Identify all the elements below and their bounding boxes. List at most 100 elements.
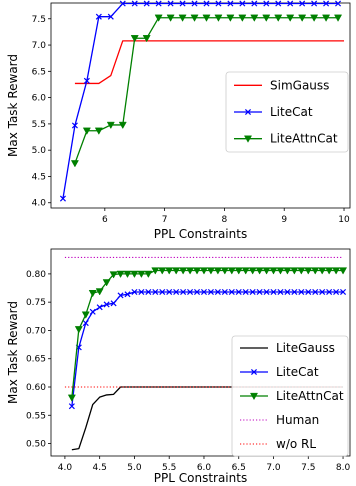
- data-point-liteattncat: [95, 288, 104, 296]
- data-point-liteattncat: [220, 267, 229, 275]
- data-point-litecat: [179, 0, 186, 7]
- data-point-litecat: [235, 288, 242, 296]
- data-point-liteattncat: [144, 270, 153, 278]
- data-point-litecat: [263, 0, 270, 7]
- y-tick-label: 0.80: [26, 270, 46, 280]
- data-point-liteattncat: [290, 267, 299, 275]
- x-tick-label: 7.5: [301, 463, 315, 473]
- data-point-litecat: [291, 288, 298, 296]
- data-point-litecat: [251, 0, 258, 7]
- data-point-litecat: [173, 288, 180, 296]
- legend-box: [225, 71, 349, 153]
- y-tick-label: 6.0: [32, 94, 47, 104]
- data-point-litecat: [256, 288, 263, 296]
- data-point-litecat: [333, 288, 340, 296]
- data-point-liteattncat: [255, 267, 264, 275]
- data-point-litecat: [242, 288, 249, 296]
- data-point-litecat: [221, 288, 228, 296]
- legend-box: [231, 335, 349, 457]
- y-tick-label: 0.65: [26, 355, 46, 365]
- data-point-litecat: [145, 288, 152, 296]
- data-point-liteattncat: [311, 267, 320, 275]
- data-point-liteattncat: [206, 267, 215, 275]
- data-point-litecat: [68, 403, 75, 410]
- data-point-liteattncat: [179, 267, 188, 275]
- data-point-liteattncat: [298, 14, 307, 22]
- data-point-litecat: [180, 288, 187, 296]
- x-tick-label: 7: [162, 215, 168, 225]
- data-point-liteattncat: [318, 267, 327, 275]
- y-tick-label: 7.5: [32, 15, 46, 25]
- x-tick-label: 8.0: [336, 463, 351, 473]
- data-point-litecat: [124, 291, 131, 298]
- data-point-liteattncat: [123, 270, 132, 278]
- chart-2: 4.0 4.5 5.0 5.5 6.0 6.5 7.0 7.5 8.0 0.50 0.55 0.60 0…: [6, 248, 351, 485]
- data-point-litecat: [83, 77, 90, 84]
- legend-marker-liteattncat: [243, 135, 253, 143]
- data-point-liteattncat: [339, 267, 348, 275]
- data-point-liteattncat: [283, 267, 292, 275]
- data-point-litecat: [305, 288, 312, 296]
- legend-label-human: Human: [276, 413, 319, 427]
- data-point-litecat: [193, 288, 201, 296]
- x-tick-label: 10: [338, 215, 350, 225]
- legend-marker-liteattncat: [249, 392, 259, 401]
- legend-label-liteattncat: LiteAttnCat: [276, 389, 344, 403]
- x-axis-label: PPL Constraints: [154, 227, 247, 241]
- legend: SimGauss LiteCat LiteAttnCat: [225, 71, 349, 153]
- legend-label-litecat: LiteCat: [270, 105, 313, 119]
- data-point-liteattncat: [142, 35, 151, 43]
- data-point-litecat: [270, 288, 277, 296]
- data-point-litecat: [323, 0, 330, 7]
- legend-label-w-o-rl: w/o RL: [276, 437, 316, 451]
- data-point-litecat: [95, 13, 102, 20]
- data-point-liteattncat: [118, 121, 127, 130]
- y-tick-label: 0.55: [26, 411, 46, 421]
- x-tick-label: 9: [281, 215, 287, 225]
- data-point-liteattncat: [82, 127, 91, 135]
- data-point-litecat: [103, 301, 110, 308]
- data-point-litecat: [312, 288, 319, 296]
- series-simgauss: [74, 40, 345, 85]
- data-point-litecat: [96, 304, 103, 311]
- data-point-liteattncat: [250, 14, 259, 22]
- data-point-liteattncat: [286, 14, 295, 22]
- data-point-liteattncat: [238, 14, 247, 22]
- series-line-litecat: [62, 2, 339, 199]
- data-point-litecat: [277, 288, 284, 296]
- data-point-liteattncat: [334, 14, 343, 22]
- y-tick-label: 7.0: [32, 41, 47, 51]
- data-point-litecat: [159, 288, 166, 296]
- x-axis-label: PPL Constraints: [154, 471, 247, 485]
- data-point-litecat: [82, 320, 89, 327]
- data-point-liteattncat: [172, 267, 181, 275]
- data-point-liteattncat: [178, 14, 187, 22]
- x-tick-label: 6.5: [232, 463, 246, 473]
- y-axis-label: Max Task Reward: [6, 54, 20, 157]
- data-point-litecat: [203, 0, 210, 7]
- x-tick-label: 7.0: [266, 463, 281, 473]
- y-tick-label: 5.0: [32, 146, 47, 156]
- data-point-litecat: [89, 308, 96, 315]
- data-point-liteattncat: [322, 14, 331, 22]
- data-point-litecat: [167, 0, 174, 7]
- y-tick-label: 4.5: [32, 172, 46, 182]
- plot-frame: [50, 248, 351, 457]
- data-point-liteattncat: [332, 267, 341, 275]
- data-point-liteattncat: [106, 121, 115, 130]
- data-point-litecat: [200, 288, 208, 296]
- legend-label-litecat: LiteCat: [276, 365, 319, 379]
- data-point-liteattncat: [130, 270, 139, 278]
- data-point-litecat: [110, 300, 117, 307]
- data-point-liteattncat: [88, 289, 97, 298]
- data-point-liteattncat: [102, 279, 111, 287]
- data-point-litecat: [228, 288, 235, 296]
- x-tick-label: 6: [102, 215, 108, 225]
- data-point-litecat: [284, 288, 291, 296]
- data-point-litecat: [166, 288, 173, 296]
- data-point-litecat: [117, 292, 124, 299]
- data-point-liteattncat: [202, 14, 211, 22]
- legend-label-litegauss: LiteGauss: [276, 341, 335, 355]
- chart-1: 6 7 8 9 10 4.0 4.5 5.0 5.5 6.0 6.5 7.0 7.5 PPL Constr…: [6, 0, 351, 241]
